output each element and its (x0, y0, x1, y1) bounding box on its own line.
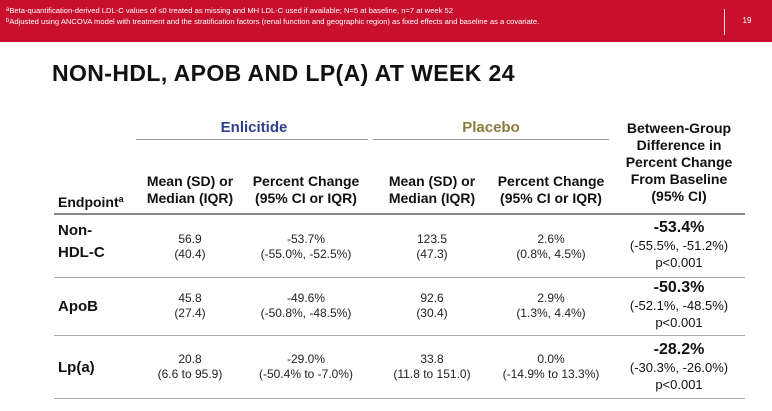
cell-between-group-difference: -53.4% (-55.5%, -51.2%) p<0.001 (613, 218, 745, 271)
header-line: (95% CI or IQR) (500, 190, 602, 206)
header-line: Percent Change (252, 173, 360, 189)
cell-value: 0.0% (537, 352, 565, 366)
cell-value: 2.9% (537, 291, 565, 305)
cell-value: 45.8 (178, 291, 202, 305)
header-line: Mean (SD) or (388, 173, 476, 189)
column-header-between-group: Between-Group Difference in Percent Chan… (613, 120, 745, 205)
cell-value: (-14.9% to 13.3%) (502, 367, 600, 381)
header-line: From Baseline (630, 171, 728, 187)
cell-placebo-percent-change: 2.6% (0.8%, 4.5%) (489, 232, 613, 262)
cell-enlicitide-mean: 20.8 (6.6 to 95.9) (136, 352, 244, 382)
group-header-placebo: Placebo (462, 119, 520, 136)
cell-enlicitide-percent-change: -29.0% (-50.4% to -7.0%) (244, 352, 368, 382)
footnote-b-text: Adjusted using ANCOVA model with treatme… (9, 17, 540, 26)
footnote-b: bAdjusted using ANCOVA model with treatm… (6, 16, 539, 27)
header-line: Median (IQR) (146, 190, 234, 206)
endpoint-label-lpa: Lp(a) (58, 357, 95, 379)
cell-value: (-55.0%, -52.5%) (260, 247, 352, 261)
cell-value: (-50.4% to -7.0%) (258, 367, 354, 381)
footnote-a: aBeta-quantification-derived LDL-C value… (6, 5, 539, 16)
header-rule (54, 213, 745, 215)
endpoint-label-line: Non- (58, 222, 93, 239)
difference-ci: (-55.5%, -51.2%) (629, 238, 729, 253)
cell-between-group-difference: -50.3% (-52.1%, -48.5%) p<0.001 (613, 278, 745, 331)
footnote-b-marker: b (6, 18, 10, 24)
difference-ci: (-52.1%, -48.5%) (629, 298, 729, 313)
footnote-bar: aBeta-quantification-derived LDL-C value… (0, 0, 772, 42)
header-line: Difference in (636, 137, 722, 153)
cell-value: (40.4) (174, 247, 206, 261)
row-divider (54, 335, 745, 336)
cell-value: 56.9 (178, 232, 202, 246)
endpoint-label-line: ApoB (58, 298, 98, 315)
column-header-enlicitide-percent-change: Percent Change (95% CI or IQR) (244, 173, 368, 207)
header-line: Percent Change (497, 173, 605, 189)
group-header-enlicitide: Enlicitide (220, 119, 288, 136)
p-value: p<0.001 (655, 255, 703, 270)
column-header-endpoint: Endpointa (58, 191, 124, 211)
cell-value: (1.3%, 4.4%) (516, 306, 586, 320)
difference-value: -50.3% (653, 279, 705, 296)
cell-value: (6.6 to 95.9) (157, 367, 223, 381)
cell-value: (30.4) (416, 306, 448, 320)
header-line: Mean (SD) or (146, 173, 234, 189)
group-underline-enlicitide (136, 139, 368, 140)
p-value: p<0.001 (655, 315, 703, 330)
cell-enlicitide-percent-change: -53.7% (-55.0%, -52.5%) (244, 232, 368, 262)
cell-placebo-percent-change: 2.9% (1.3%, 4.4%) (489, 291, 613, 321)
cell-value: -53.7% (286, 232, 326, 246)
page-number: 19 (742, 16, 752, 25)
bar-divider (724, 9, 725, 35)
cell-placebo-mean: 33.8 (11.8 to 151.0) (375, 352, 489, 382)
cell-value: -49.6% (286, 291, 326, 305)
cell-value: (27.4) (174, 306, 206, 320)
cell-value: (47.3) (416, 247, 448, 261)
endpoint-label-apob: ApoB (58, 296, 98, 318)
endpoint-label-line: Lp(a) (58, 359, 95, 376)
cell-placebo-percent-change: 0.0% (-14.9% to 13.3%) (489, 352, 613, 382)
endpoint-label-non-hdl-c: Non- HDL-C (58, 220, 105, 264)
header-line: Between-Group (626, 120, 732, 136)
group-underline-placebo (373, 139, 609, 140)
header-line: Median (IQR) (388, 190, 476, 206)
cell-enlicitide-mean: 45.8 (27.4) (136, 291, 244, 321)
cell-enlicitide-mean: 56.9 (40.4) (136, 232, 244, 262)
cell-placebo-mean: 123.5 (47.3) (375, 232, 489, 262)
endpoint-label-line: HDL-C (58, 244, 105, 261)
page-title: NON-HDL, APOB AND LP(A) AT WEEK 24 (52, 60, 515, 86)
cell-value: (0.8%, 4.5%) (516, 247, 586, 261)
row-divider (54, 277, 745, 278)
cell-value: 2.6% (537, 232, 565, 246)
column-header-placebo-mean: Mean (SD) or Median (IQR) (375, 173, 489, 207)
cell-enlicitide-percent-change: -49.6% (-50.8%, -48.5%) (244, 291, 368, 321)
cell-value: 20.8 (178, 352, 202, 366)
cell-placebo-mean: 92.6 (30.4) (375, 291, 489, 321)
difference-value: -53.4% (653, 219, 705, 236)
column-header-placebo-percent-change: Percent Change (95% CI or IQR) (489, 173, 613, 207)
footnotes: aBeta-quantification-derived LDL-C value… (6, 5, 539, 27)
header-line: Percent Change (625, 154, 733, 170)
cell-value: 33.8 (420, 352, 444, 366)
difference-ci: (-30.3%, -26.0%) (629, 360, 729, 375)
endpoint-header-text: Endpoint (58, 194, 119, 210)
row-divider (54, 398, 745, 399)
footnote-a-marker: a (6, 7, 10, 13)
cell-value: -29.0% (286, 352, 326, 366)
header-line: (95% CI or IQR) (255, 190, 357, 206)
difference-value: -28.2% (653, 341, 705, 358)
endpoint-header-marker: a (118, 194, 124, 204)
cell-between-group-difference: -28.2% (-30.3%, -26.0%) p<0.001 (613, 340, 745, 393)
footnote-a-text: Beta-quantification-derived LDL-C values… (9, 6, 453, 15)
cell-value: 92.6 (420, 291, 444, 305)
column-header-enlicitide-mean: Mean (SD) or Median (IQR) (136, 173, 244, 207)
cell-value: (-50.8%, -48.5%) (260, 306, 352, 320)
header-line: (95% CI) (651, 188, 707, 204)
cell-value: 123.5 (416, 232, 448, 246)
cell-value: (11.8 to 151.0) (393, 367, 471, 381)
p-value: p<0.001 (655, 377, 703, 392)
